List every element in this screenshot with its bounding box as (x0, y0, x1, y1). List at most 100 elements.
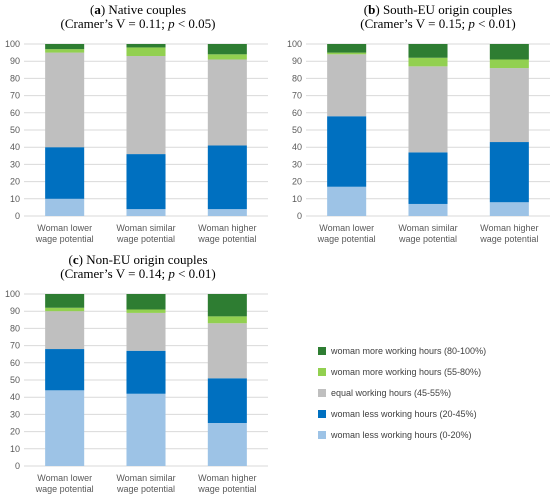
bar-segment (327, 186, 367, 216)
y-tick-label: 30 (292, 159, 302, 169)
x-tick-label: wage potential (197, 234, 256, 244)
legend-swatch (318, 368, 326, 376)
legend-swatch (318, 410, 326, 418)
chart-panel-c: (c) Non-EU origin couples(Cramer’s V = 0… (5, 252, 268, 494)
x-tick-label: Woman similar (116, 473, 175, 483)
bar-segment (207, 316, 247, 324)
x-tick-label: Woman lower (319, 223, 374, 233)
y-tick-label: 60 (10, 108, 20, 118)
y-tick-label: 90 (10, 306, 20, 316)
y-tick-label: 50 (292, 125, 302, 135)
x-tick-label: wage potential (35, 234, 94, 244)
chart-subtitle: (Cramer’s V = 0.14; p < 0.01) (60, 266, 216, 281)
y-tick-label: 80 (10, 323, 20, 333)
x-tick-label: wage potential (35, 484, 94, 494)
y-tick-label: 0 (15, 211, 20, 221)
y-tick-label: 40 (10, 142, 20, 152)
bar-segment (126, 294, 166, 310)
y-tick-label: 70 (10, 91, 20, 101)
legend-label: woman more working hours (80-100%) (330, 346, 486, 356)
y-tick-label: 20 (292, 177, 302, 187)
y-tick-label: 0 (15, 461, 20, 471)
bar-segment (45, 349, 85, 391)
x-tick-label: wage potential (398, 234, 457, 244)
legend-swatch (318, 431, 326, 439)
x-tick-label: wage potential (116, 484, 175, 494)
panel-letter: a (94, 2, 101, 17)
chart-panel-b: (b) South-EU origin couples(Cramer’s V =… (287, 2, 550, 244)
bar-segment (408, 44, 448, 58)
y-tick-label: 40 (292, 142, 302, 152)
y-tick-label: 60 (10, 358, 20, 368)
bar-segment (207, 145, 247, 210)
y-tick-label: 10 (10, 194, 20, 204)
legend-label: woman more working hours (55-80%) (330, 367, 481, 377)
y-tick-label: 60 (292, 108, 302, 118)
bar-segment (126, 309, 166, 313)
bar-segment (408, 57, 448, 67)
bar-segment (126, 154, 166, 210)
y-tick-label: 70 (10, 341, 20, 351)
bar-segment (45, 52, 85, 148)
x-tick-label: wage potential (479, 234, 538, 244)
legend-label: equal working hours (45-55%) (331, 388, 451, 398)
bar-segment (126, 350, 166, 394)
bar-segment (489, 142, 529, 203)
legend: woman more working hours (80-100%) woman … (318, 346, 486, 440)
y-tick-label: 100 (287, 39, 302, 49)
chart-subtitle: (Cramer’s V = 0.11; p < 0.05) (60, 16, 215, 31)
bar-segment (489, 68, 529, 143)
y-tick-label: 20 (10, 177, 20, 187)
x-tick-label: Woman higher (480, 223, 538, 233)
bar-segment (126, 56, 166, 155)
bar-segment (207, 59, 247, 146)
y-tick-label: 0 (297, 211, 302, 221)
bar-segment (327, 116, 367, 187)
bar-segment (207, 54, 247, 60)
bar-segment (45, 147, 85, 199)
y-tick-label: 100 (5, 39, 20, 49)
x-tick-label: Woman similar (398, 223, 457, 233)
bar-segment (489, 202, 529, 216)
legend-label: woman less working hours (0-20%) (330, 430, 472, 440)
x-tick-label: Woman lower (37, 223, 92, 233)
bar-segment (45, 198, 85, 216)
legend-swatch (318, 347, 326, 355)
y-tick-label: 70 (292, 91, 302, 101)
bar-segment (45, 44, 85, 50)
y-tick-label: 10 (10, 444, 20, 454)
y-tick-label: 30 (10, 409, 20, 419)
y-tick-label: 90 (292, 56, 302, 66)
y-tick-label: 50 (10, 125, 20, 135)
bar-segment (207, 323, 247, 379)
y-tick-label: 80 (10, 73, 20, 83)
bar-segment (45, 49, 85, 53)
bar-segment (45, 311, 85, 350)
x-tick-label: Woman similar (116, 223, 175, 233)
bar-segment (126, 209, 166, 216)
y-tick-label: 10 (292, 194, 302, 204)
bar-segment (207, 378, 247, 423)
bar-segment (327, 52, 367, 55)
bar-segment (408, 66, 448, 153)
y-tick-label: 90 (10, 56, 20, 66)
chart-panel-a: (a) Native couples(Cramer’s V = 0.11; p … (5, 2, 268, 244)
bar-segment (126, 312, 166, 351)
y-tick-label: 50 (10, 375, 20, 385)
x-tick-label: Woman higher (198, 473, 256, 483)
y-tick-label: 20 (10, 427, 20, 437)
bar-segment (489, 44, 529, 60)
bar-segment (327, 54, 367, 117)
bar-segment (126, 393, 166, 466)
bar-segment (207, 423, 247, 466)
y-tick-label: 80 (292, 73, 302, 83)
x-tick-label: Woman lower (37, 473, 92, 483)
chart-title: (c) Non-EU origin couples (68, 252, 207, 267)
chart-title: (a) Native couples (90, 2, 186, 17)
x-tick-label: wage potential (116, 234, 175, 244)
bar-segment (207, 294, 247, 317)
bar-segment (207, 44, 247, 55)
bar-segment (126, 47, 166, 57)
bar-segment (45, 390, 85, 466)
